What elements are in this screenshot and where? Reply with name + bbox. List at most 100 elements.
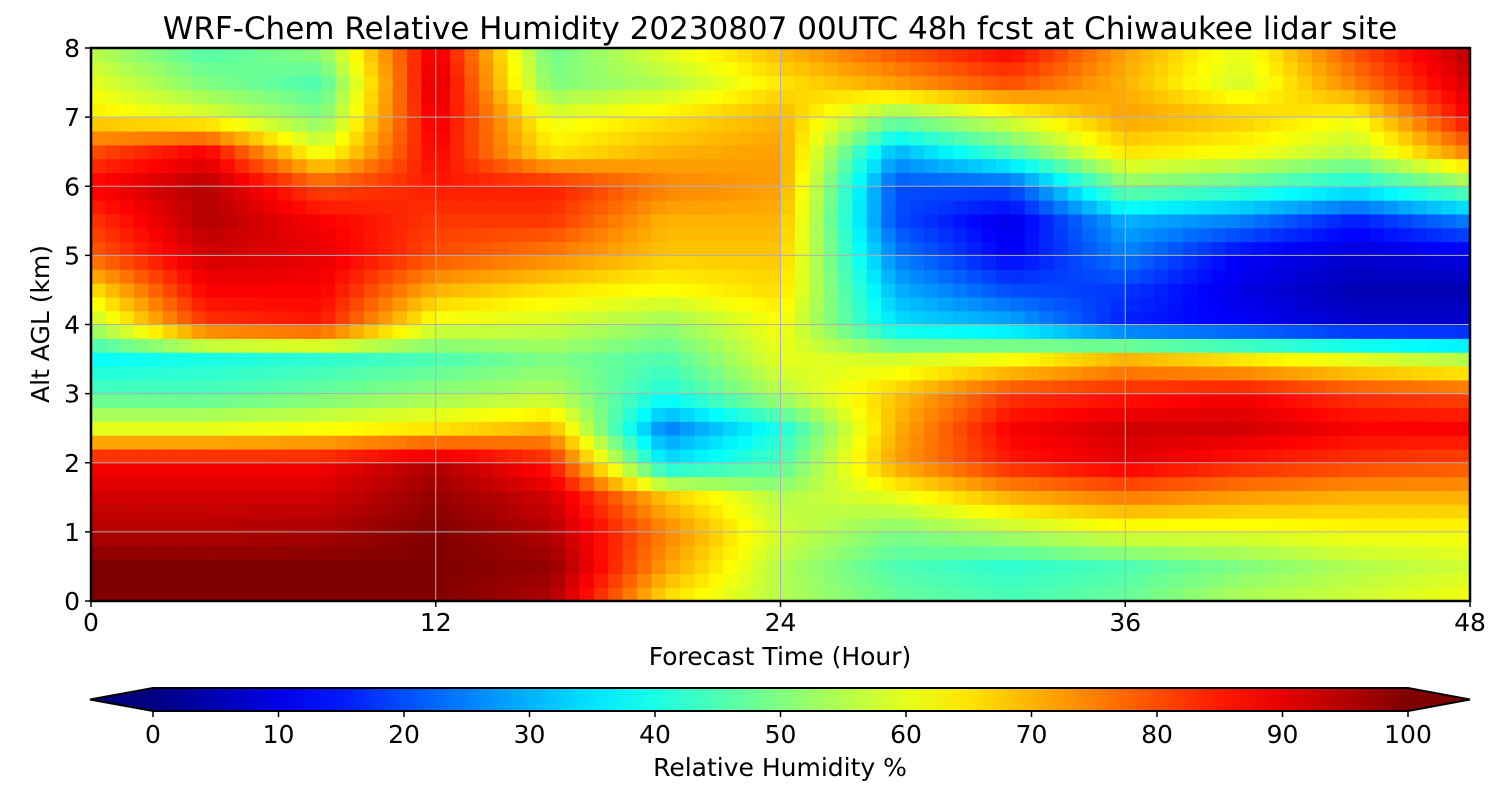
heatmap-cell bbox=[579, 324, 595, 339]
heatmap-cell bbox=[91, 296, 106, 312]
heatmap-cell bbox=[1110, 158, 1126, 174]
heatmap-cell bbox=[1240, 283, 1256, 298]
heatmap-cell bbox=[1426, 117, 1442, 132]
heatmap-cell bbox=[464, 75, 480, 91]
heatmap-cell bbox=[866, 352, 882, 367]
heatmap-cell bbox=[320, 435, 336, 450]
heatmap-cell bbox=[148, 545, 164, 561]
heatmap-cell bbox=[1383, 379, 1399, 395]
heatmap-cell bbox=[1398, 393, 1414, 409]
heatmap-cell bbox=[1311, 213, 1327, 229]
heatmap-cell bbox=[665, 296, 681, 312]
heatmap-cell bbox=[1039, 75, 1055, 91]
heatmap-cell bbox=[895, 186, 911, 201]
heatmap-cell bbox=[809, 75, 825, 91]
heatmap-cell bbox=[823, 269, 839, 284]
heatmap-cell bbox=[1426, 213, 1442, 229]
heatmap-cell bbox=[119, 213, 135, 229]
heatmap-cell bbox=[162, 338, 178, 353]
heatmap-cell bbox=[435, 296, 451, 312]
heatmap-cell bbox=[636, 213, 652, 229]
heatmap-cell bbox=[565, 241, 580, 256]
heatmap-cell bbox=[435, 352, 451, 367]
heatmap-cell bbox=[665, 283, 681, 298]
heatmap-cell bbox=[593, 255, 609, 270]
heatmap-cell bbox=[622, 531, 638, 547]
heatmap-cell bbox=[694, 75, 710, 91]
heatmap-cell bbox=[679, 158, 695, 174]
heatmap-cell bbox=[1441, 573, 1457, 588]
heatmap-cell bbox=[119, 531, 135, 547]
heatmap-cell bbox=[1096, 172, 1112, 187]
heatmap-cell bbox=[1340, 587, 1356, 601]
heatmap-cell bbox=[162, 393, 178, 409]
heatmap-cell bbox=[1455, 48, 1470, 63]
heatmap-cell bbox=[148, 144, 164, 160]
heatmap-cell bbox=[995, 407, 1011, 422]
heatmap-cell bbox=[249, 545, 264, 561]
heatmap-cell bbox=[234, 227, 250, 243]
heatmap-cell bbox=[234, 393, 250, 409]
heatmap-cell bbox=[1340, 393, 1356, 409]
heatmap-cell bbox=[306, 587, 322, 601]
heatmap-cell bbox=[1082, 352, 1098, 367]
heatmap-cell bbox=[924, 490, 940, 505]
heatmap-cell bbox=[277, 255, 293, 270]
heatmap-cell bbox=[249, 421, 264, 436]
heatmap-cell bbox=[306, 130, 322, 146]
heatmap-cell bbox=[636, 365, 652, 381]
heatmap-cell bbox=[464, 559, 480, 574]
heatmap-cell bbox=[751, 462, 767, 478]
heatmap-cell bbox=[1096, 89, 1112, 104]
heatmap-cell bbox=[1053, 48, 1069, 63]
heatmap-cell bbox=[1139, 448, 1155, 464]
heatmap-cell bbox=[895, 227, 911, 243]
heatmap-cell bbox=[134, 89, 150, 104]
heatmap-cell bbox=[981, 448, 997, 464]
heatmap-cell bbox=[205, 462, 221, 478]
heatmap-cell bbox=[665, 448, 681, 464]
heatmap-cell bbox=[1139, 89, 1155, 104]
heatmap-cell bbox=[493, 283, 509, 298]
heatmap-cell bbox=[938, 379, 954, 395]
heatmap-cell bbox=[1096, 365, 1112, 381]
heatmap-cell bbox=[981, 48, 997, 63]
heatmap-cell bbox=[464, 462, 480, 478]
heatmap-cell bbox=[363, 241, 379, 256]
heatmap-cell bbox=[177, 75, 193, 91]
heatmap-cell bbox=[694, 518, 710, 533]
heatmap-cell bbox=[1182, 587, 1198, 601]
heatmap-cell bbox=[967, 310, 983, 326]
heatmap-cell bbox=[766, 296, 782, 312]
heatmap-cell bbox=[1211, 365, 1227, 381]
heatmap-cell bbox=[263, 117, 279, 132]
heatmap-cell bbox=[1455, 338, 1470, 353]
heatmap-cell bbox=[1311, 476, 1327, 491]
heatmap-cell bbox=[622, 130, 638, 146]
heatmap-cell bbox=[679, 435, 695, 450]
heatmap-cell bbox=[694, 117, 710, 132]
heatmap-cell bbox=[881, 531, 897, 547]
heatmap-cell bbox=[392, 435, 408, 450]
heatmap-cell bbox=[507, 545, 523, 561]
heatmap-cell bbox=[679, 518, 695, 533]
heatmap-cell bbox=[1225, 573, 1241, 588]
heatmap-cell bbox=[263, 379, 279, 395]
heatmap-cell bbox=[1096, 504, 1112, 519]
heatmap-cell bbox=[205, 103, 221, 118]
heatmap-cell bbox=[1254, 421, 1270, 436]
heatmap-cell bbox=[1182, 379, 1198, 395]
heatmap-cell bbox=[1383, 227, 1399, 243]
heatmap-cell bbox=[1153, 518, 1169, 533]
heatmap-cell bbox=[852, 504, 868, 519]
heatmap-cell bbox=[1139, 255, 1155, 270]
heatmap-cell bbox=[1010, 462, 1026, 478]
heatmap-cell bbox=[1010, 518, 1026, 533]
heatmap-cell bbox=[593, 144, 609, 160]
heatmap-cell bbox=[1311, 407, 1327, 422]
heatmap-cell bbox=[464, 490, 480, 505]
heatmap-cell bbox=[550, 61, 566, 77]
heatmap-cell bbox=[91, 172, 106, 187]
heatmap-cell bbox=[177, 213, 193, 229]
heatmap-cell bbox=[737, 241, 753, 256]
